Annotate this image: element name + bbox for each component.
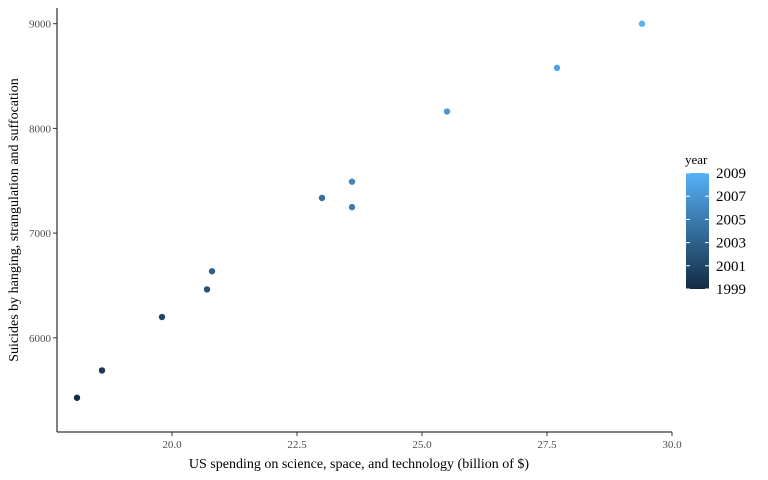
x-tick-label: 30.0	[662, 439, 682, 451]
data-point	[348, 203, 356, 211]
data-point	[638, 20, 646, 27]
x-tick-label: 20.0	[162, 439, 182, 451]
legend-colorbar	[686, 173, 709, 289]
y-tick-label: 7000	[29, 228, 52, 240]
data-point	[553, 64, 561, 72]
legend-label: 2009	[716, 166, 746, 182]
legend-label: 2007	[716, 189, 747, 205]
tick-labels: 20.0 22.5 25.0 27.5 30.0 6000 7000 8000 9000	[29, 19, 682, 451]
data-point	[348, 178, 356, 185]
x-tick-label: 27.5	[537, 439, 557, 451]
x-tick-label: 25.0	[412, 439, 432, 451]
legend-label: 2005	[716, 212, 746, 228]
data-point	[158, 313, 166, 321]
data-points	[73, 20, 646, 401]
axes	[56, 8, 672, 433]
y-tick-label: 8000	[29, 123, 52, 135]
x-tick-label: 22.5	[287, 439, 307, 451]
x-axis-title: US spending on science, space, and techn…	[189, 457, 530, 472]
legend: year 2009 2007 2005 2003 2001 1999	[685, 152, 747, 298]
y-tick-label: 6000	[29, 333, 52, 345]
y-axis-title: Suicides by hanging, strangulation and s…	[7, 78, 22, 362]
data-point	[208, 268, 216, 275]
legend-title: year	[685, 152, 708, 167]
y-tick-label: 9000	[29, 19, 52, 31]
legend-ticks: 2009 2007 2005 2003 2001 1999	[686, 166, 747, 298]
data-point	[98, 367, 106, 374]
data-point	[443, 108, 451, 115]
legend-label: 1999	[716, 282, 746, 298]
data-point	[73, 394, 81, 401]
legend-label: 2001	[716, 259, 746, 275]
data-point	[203, 286, 211, 293]
data-point	[318, 194, 326, 202]
legend-label: 2003	[716, 236, 746, 252]
